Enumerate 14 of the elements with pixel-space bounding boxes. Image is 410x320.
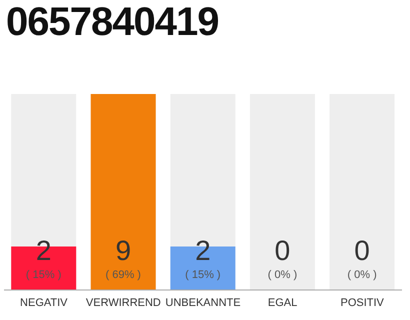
data-label: 9 xyxy=(115,235,132,266)
chart-title: 0657840419 xyxy=(6,0,218,45)
annotation: ( 0% ) xyxy=(268,269,298,281)
data-label: 0 xyxy=(274,235,290,266)
annotation: ( 69% ) xyxy=(106,269,141,281)
annotation: ( 0% ) xyxy=(347,269,377,281)
x-tick-label: NEGATIV xyxy=(20,296,68,309)
data-label: 0 xyxy=(354,235,370,266)
x-tick-label: EGAL xyxy=(268,296,298,309)
x-tick-label: UNBEKANNTE xyxy=(165,296,241,309)
annotation: ( 15% ) xyxy=(185,269,221,281)
x-tick-label: POSITIV xyxy=(340,296,385,309)
annotation: ( 15% ) xyxy=(26,269,62,281)
x-tick-label: VERWIRREND xyxy=(86,296,161,309)
